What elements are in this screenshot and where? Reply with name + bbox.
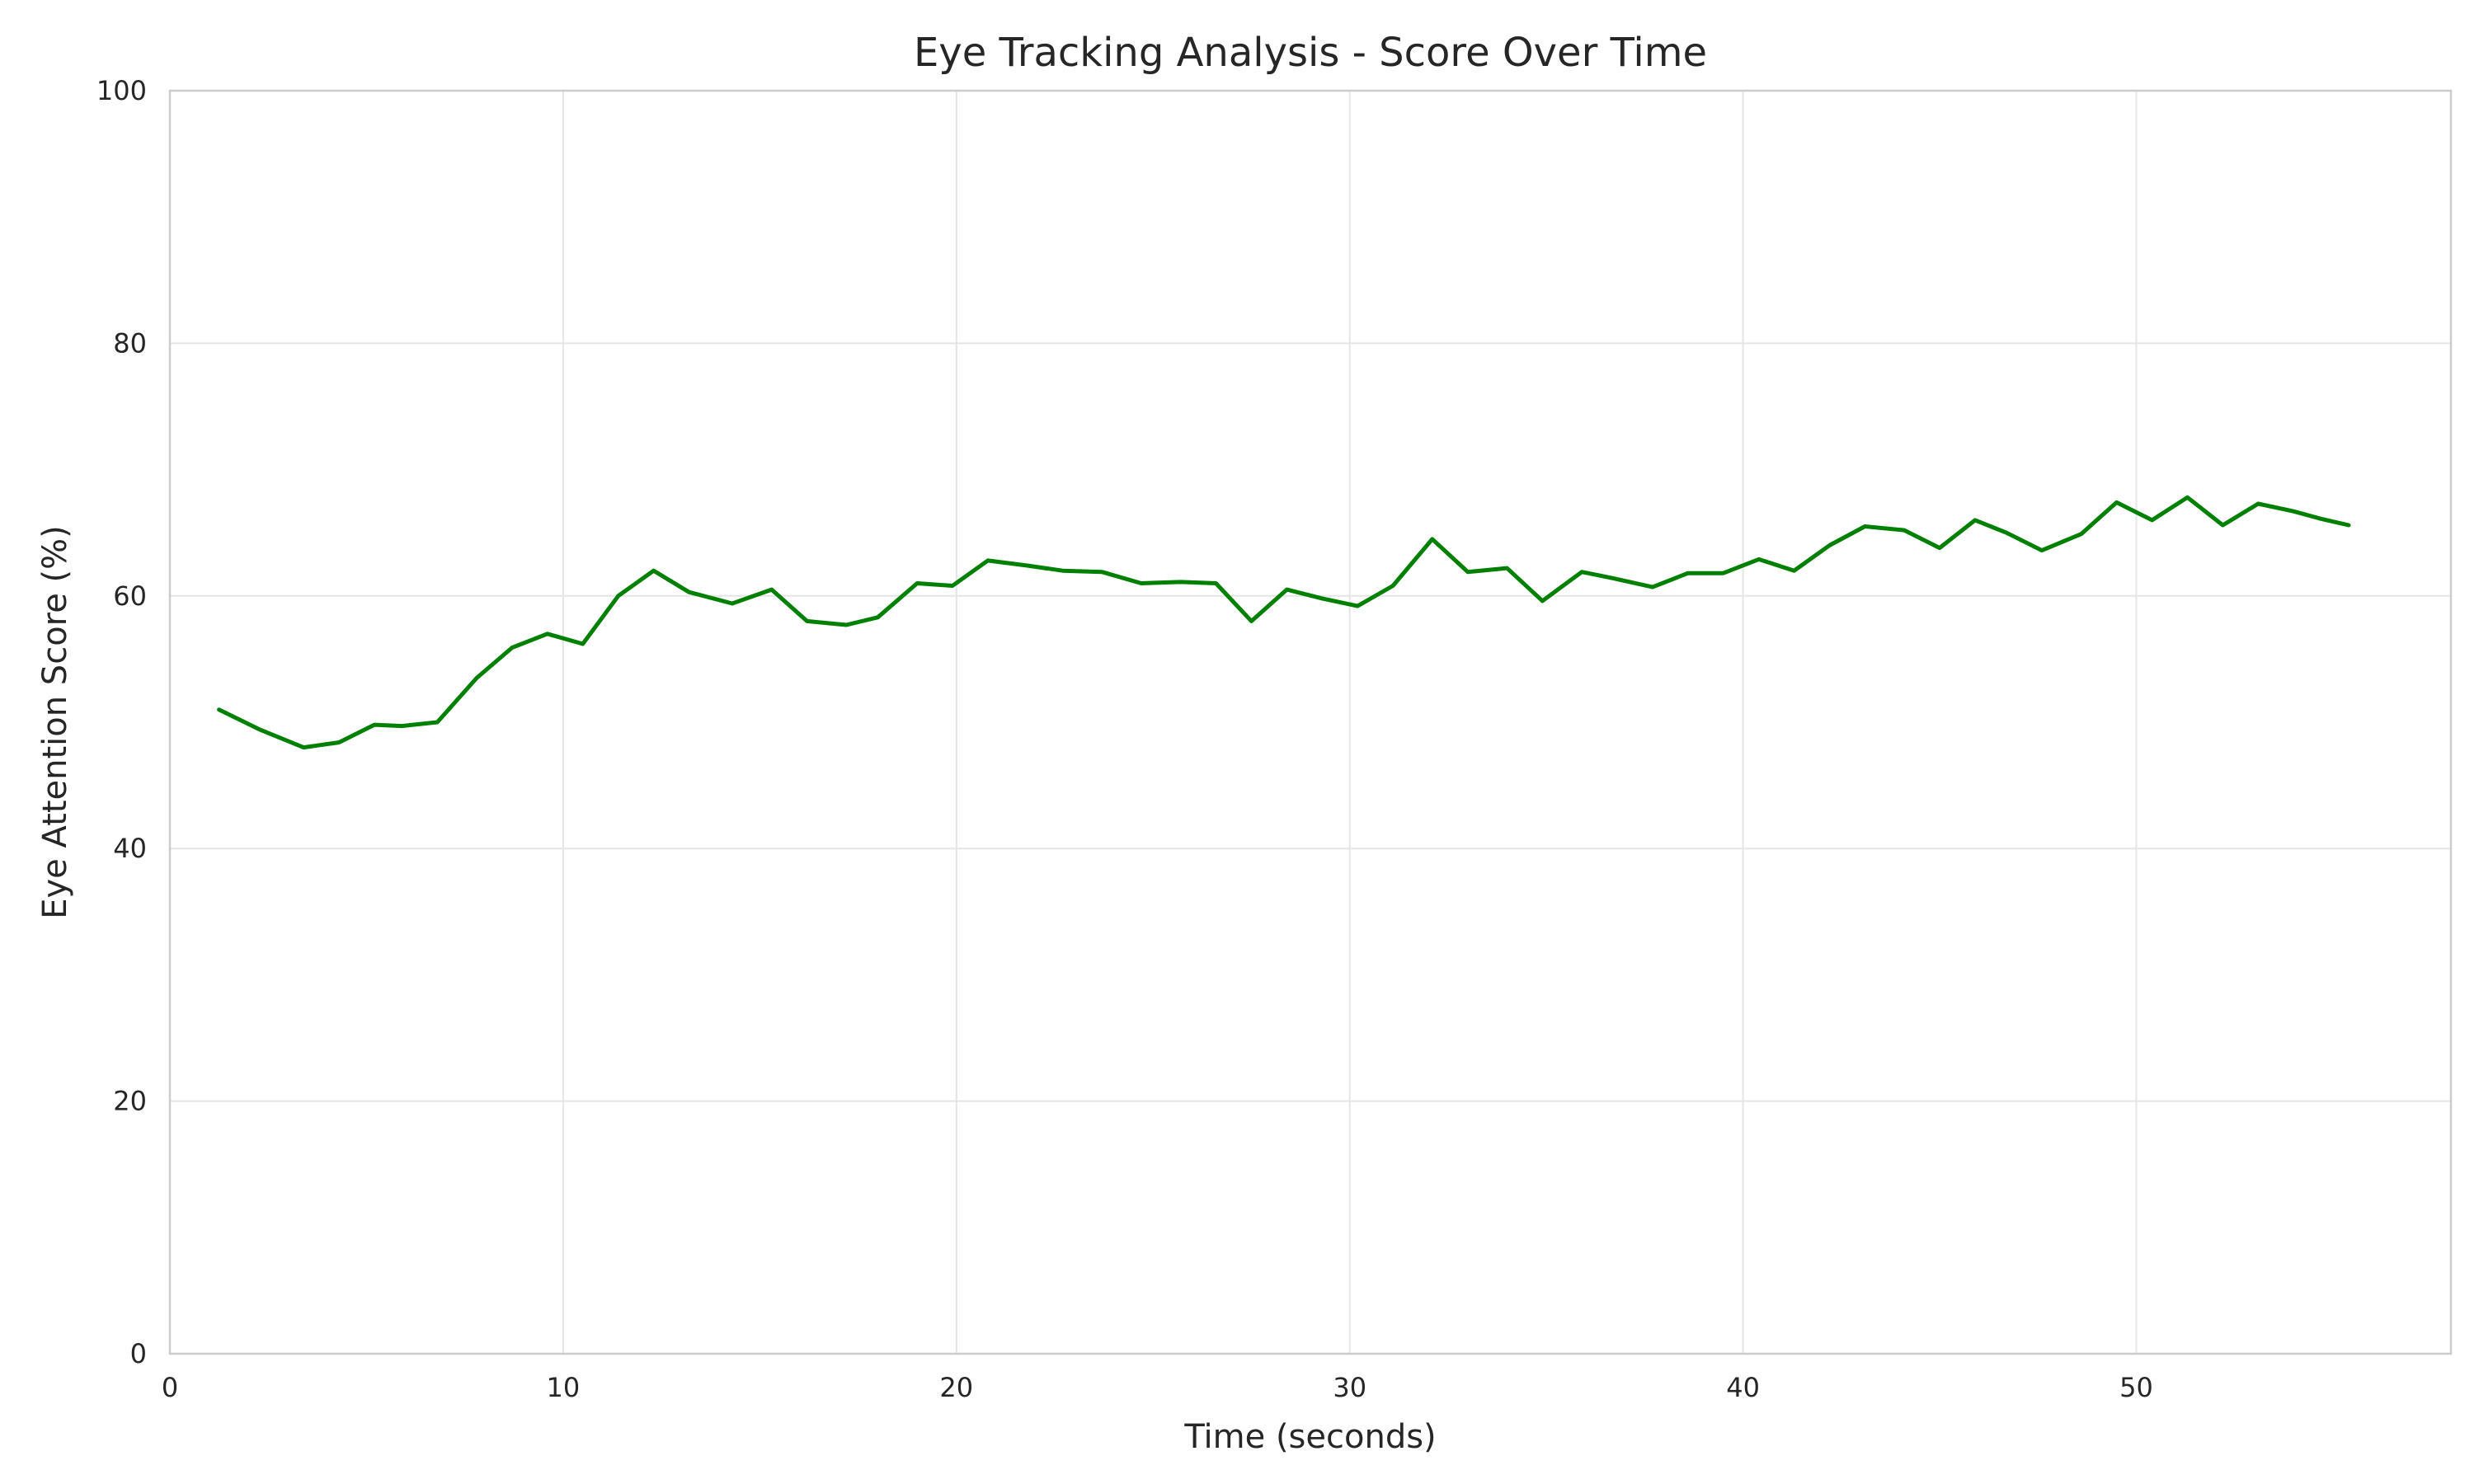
y-tick-label: 0 [130,1338,147,1369]
y-tick-label: 20 [113,1086,147,1117]
series-line [217,495,2351,750]
plot-area-frame [168,89,2453,1355]
x-tick-label: 20 [939,1372,973,1403]
x-tick-label: 10 [547,1372,581,1403]
chart-title: Eye Tracking Analysis - Score Over Time [914,30,1707,76]
x-tick-label: 40 [1726,1372,1760,1403]
x-tick-label: 0 [162,1372,178,1403]
y-tick-label: 60 [113,580,147,612]
x-axis-ticks: 0 10 20 30 40 50 [162,1372,2153,1403]
x-tick-label: 50 [2119,1372,2153,1403]
y-axis-ticks: 0 20 40 60 80 100 [96,75,147,1369]
x-tick-label: 30 [1333,1372,1366,1403]
x-axis-label: Time (seconds) [1183,1418,1436,1456]
y-axis-label: Eye Attention Score (%) [36,525,74,919]
y-tick-label: 100 [96,75,147,106]
series-layer [217,495,2351,750]
y-tick-label: 40 [113,833,147,864]
y-tick-label: 80 [113,327,147,359]
